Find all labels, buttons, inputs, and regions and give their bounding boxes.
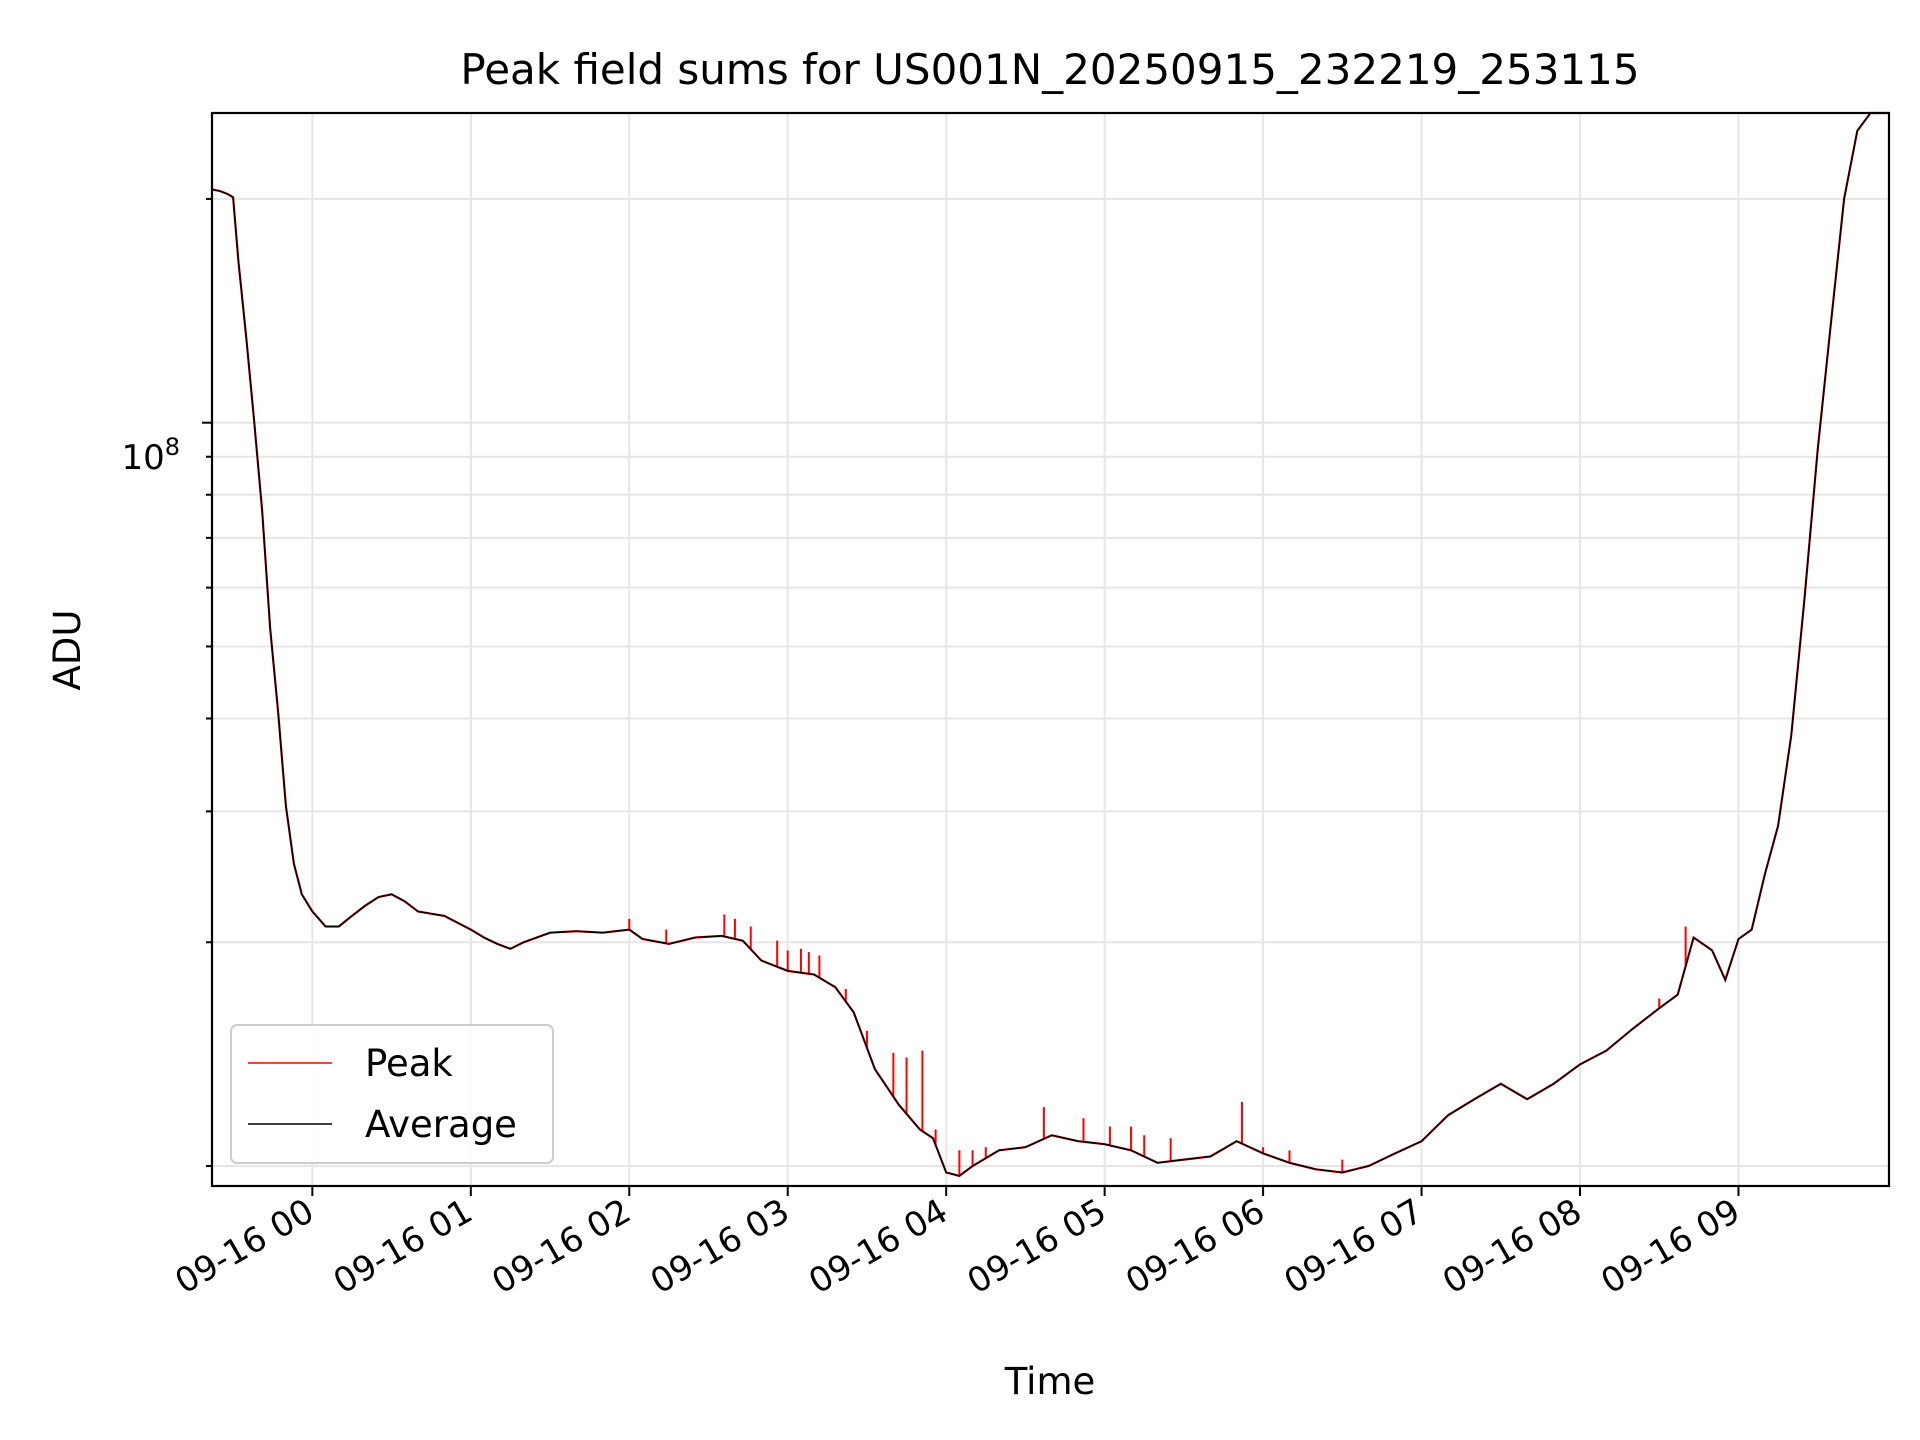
legend: Peak Average: [230, 1024, 554, 1164]
axis-ticks: [202, 197, 1740, 1196]
y-tick-label-base: 10: [121, 438, 164, 478]
series-average-line: [211, 112, 1889, 1177]
legend-label-average: Average: [365, 1103, 517, 1146]
legend-box: [230, 1024, 554, 1164]
chart-title: Peak field sums for US001N_20250915_2322…: [460, 45, 1639, 94]
y-tick-label-exponent: 8: [165, 433, 180, 461]
axes-frame: [210, 111, 1891, 1188]
plot-area: [211, 111, 1889, 1178]
x-axis-label: Time: [1004, 1360, 1096, 1403]
legend-label-peak: Peak: [365, 1042, 453, 1085]
y-axis-label: ADU: [46, 610, 89, 691]
y-tick-label-1e8: 108: [121, 433, 180, 478]
